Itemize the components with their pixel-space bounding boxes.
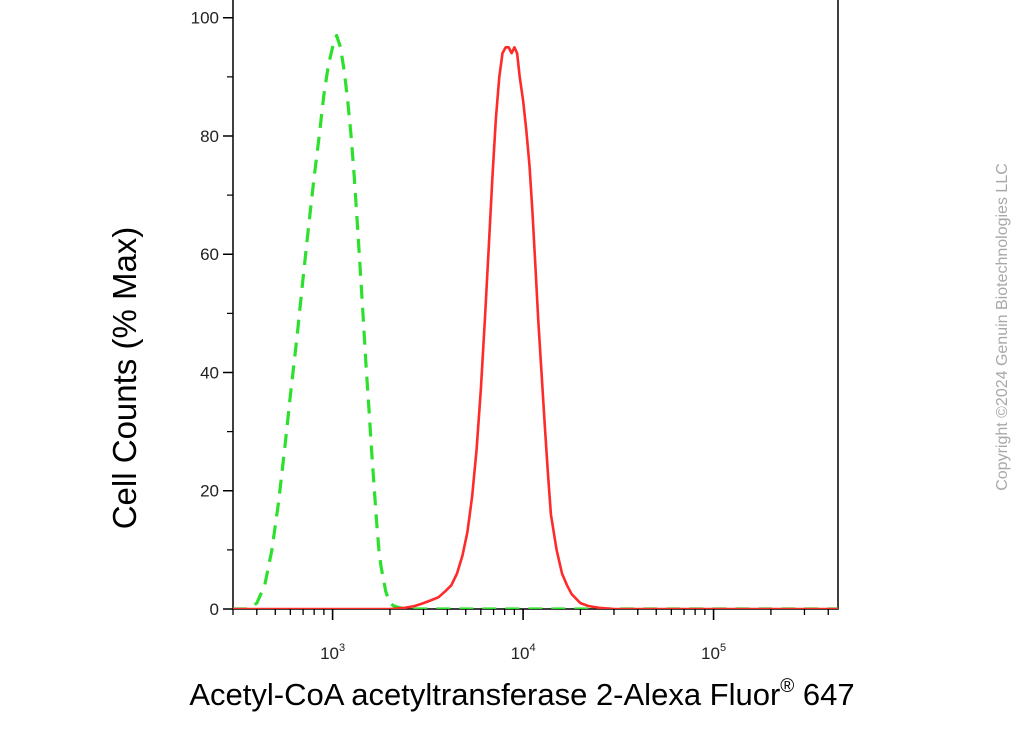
x-axis: 103 104 105 <box>232 609 829 663</box>
x-tick-label-exponent: 5 <box>720 642 726 654</box>
copyright-watermark: Copyright ©2024 Genuin Biotechnologies L… <box>994 163 1011 491</box>
y-tick-label: 60 <box>200 245 219 264</box>
y-tick-label: 100 <box>191 9 219 28</box>
series-line-control <box>233 33 838 609</box>
series-layer <box>233 33 838 609</box>
series-line-sample <box>233 46 838 609</box>
y-tick-label: 40 <box>200 363 219 382</box>
x-tick-label: 104 <box>511 642 536 663</box>
x-tick-label-exponent: 3 <box>339 642 345 654</box>
x-tick-label: 103 <box>320 642 345 663</box>
x-tick-label-base: 10 <box>511 644 530 663</box>
x-tick-label-base: 10 <box>320 644 339 663</box>
x-tick-label-exponent: 4 <box>529 642 535 654</box>
x-axis-title-text: Acetyl-CoA acetyltransferase 2-Alexa Flu… <box>189 677 780 712</box>
x-tick-label-base: 10 <box>701 644 720 663</box>
y-axis: 0 20 40 60 80 100 <box>191 9 233 619</box>
y-tick-label: 80 <box>200 127 219 146</box>
y-axis-title: Cell Counts (% Max) <box>106 227 143 530</box>
y-tick-label: 20 <box>200 482 219 501</box>
y-tick-label: 0 <box>210 600 219 619</box>
x-axis-title-registered-mark: ® <box>780 676 794 697</box>
x-tick-label: 105 <box>701 642 726 663</box>
x-axis-title-suffix: 647 <box>803 677 855 712</box>
plot-frame <box>232 0 839 610</box>
x-axis-title: Acetyl-CoA acetyltransferase 2-Alexa Flu… <box>189 676 854 712</box>
